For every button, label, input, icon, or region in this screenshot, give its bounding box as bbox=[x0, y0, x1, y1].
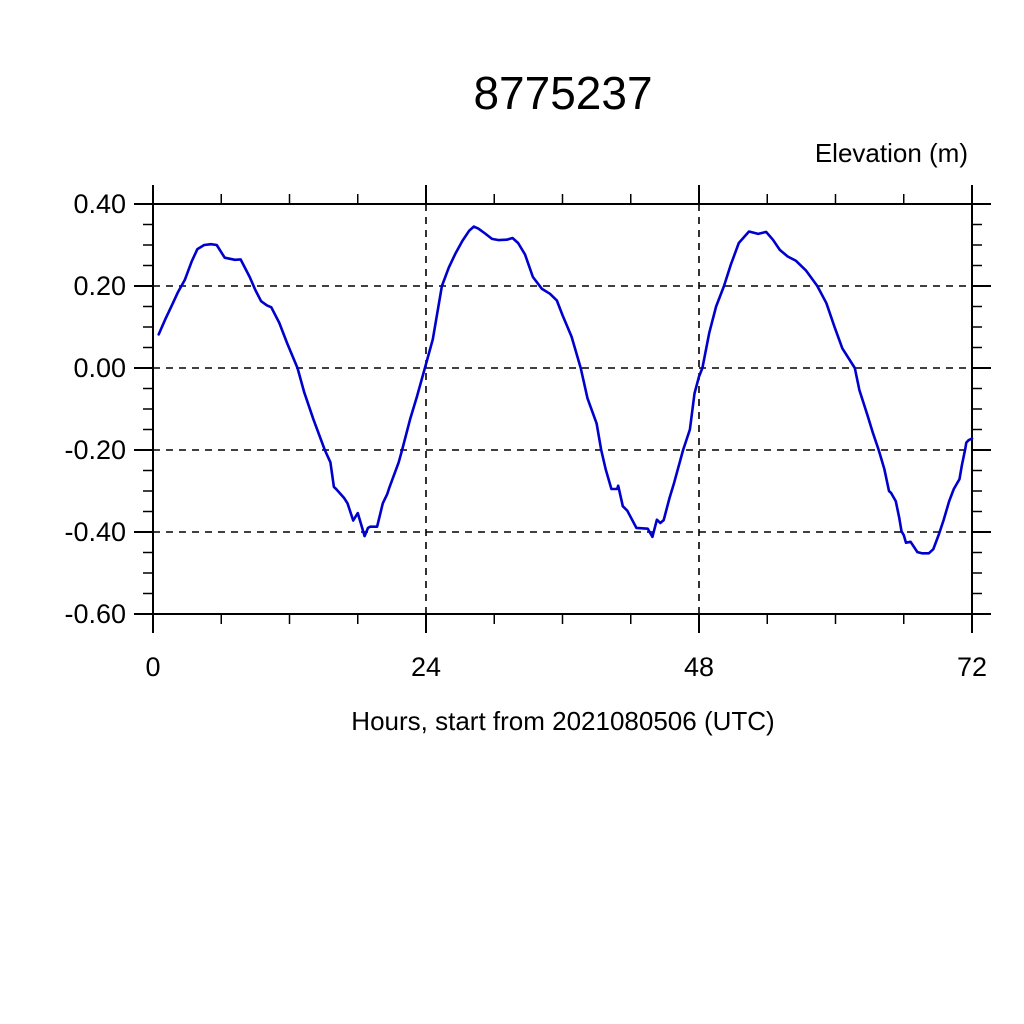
x-axis-title: Hours, start from 2021080506 (UTC) bbox=[351, 706, 775, 736]
x-tick-label: 72 bbox=[957, 652, 987, 682]
y-tick-label: 0.40 bbox=[73, 189, 126, 219]
plot-frame bbox=[152, 203, 973, 615]
chart-title: 8775237 bbox=[473, 67, 653, 119]
y-tick-label: -0.20 bbox=[64, 435, 126, 465]
y-tick-label: -0.40 bbox=[64, 517, 126, 547]
y-axis-title: Elevation (m) bbox=[814, 138, 968, 168]
y-tick-label: 0.20 bbox=[73, 271, 126, 301]
x-tick-label: 24 bbox=[411, 652, 441, 682]
y-tick-label: 0.00 bbox=[73, 353, 126, 383]
x-tick-label: 48 bbox=[684, 652, 714, 682]
x-tick-label: 0 bbox=[145, 652, 160, 682]
y-tick-label: -0.60 bbox=[64, 599, 126, 629]
tide-curve bbox=[157, 225, 974, 555]
